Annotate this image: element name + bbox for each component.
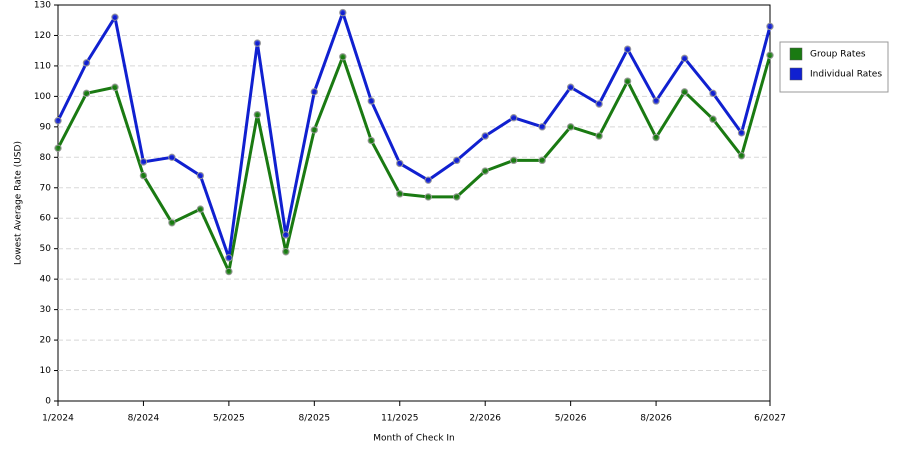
y-tick-label: 80 — [40, 153, 52, 163]
series-line — [56, 54, 772, 274]
series-line — [56, 11, 772, 260]
x-tick-label: 6/2027 — [754, 414, 786, 424]
x-tick-label: 5/2026 — [555, 414, 587, 424]
data-point — [339, 53, 347, 61]
data-point — [737, 129, 746, 137]
data-point — [538, 156, 546, 165]
data-point — [168, 219, 176, 227]
x-tick-label: 8/2025 — [298, 414, 330, 424]
data-point — [396, 190, 404, 198]
data-point — [766, 22, 774, 31]
y-tick-label: 120 — [34, 31, 51, 41]
data-point — [481, 167, 489, 175]
data-point — [538, 123, 546, 131]
data-point — [396, 159, 404, 168]
data-point — [253, 39, 262, 47]
data-point — [566, 83, 575, 91]
y-tick-label: 50 — [40, 244, 52, 254]
data-point — [282, 248, 290, 256]
y-tick-label: 70 — [40, 183, 52, 193]
y-tick-label: 40 — [40, 275, 52, 285]
data-point — [424, 176, 432, 184]
data-point — [54, 144, 62, 152]
data-point — [111, 13, 119, 21]
y-tick-label: 20 — [40, 336, 52, 346]
x-tick-label: 8/2026 — [640, 414, 672, 424]
x-tick-label: 5/2025 — [213, 414, 245, 424]
data-point — [54, 117, 62, 125]
data-point — [623, 77, 632, 85]
data-point — [282, 231, 290, 239]
y-tick-label: 10 — [40, 366, 52, 376]
data-point — [367, 136, 375, 145]
legend-label: Group Rates — [810, 50, 866, 60]
data-point — [253, 110, 262, 119]
data-point — [481, 132, 489, 140]
data-point — [196, 205, 205, 213]
data-point — [680, 88, 689, 96]
y-tick-label: 90 — [40, 122, 52, 132]
data-point — [737, 152, 746, 160]
legend-swatch — [789, 67, 803, 81]
data-point — [680, 54, 689, 63]
data-point — [595, 100, 603, 108]
data-point — [310, 88, 319, 96]
x-axis-title: Month of Check In — [373, 434, 455, 444]
y-tick-label: 60 — [40, 214, 52, 224]
y-tick-label: 110 — [34, 61, 51, 71]
y-tick-label: 30 — [40, 305, 52, 315]
data-point — [453, 156, 461, 165]
data-point — [225, 267, 233, 276]
data-point — [82, 89, 91, 98]
x-tick-label: 2/2026 — [469, 414, 501, 424]
data-point — [509, 114, 518, 122]
legend-label: Individual Rates — [810, 70, 882, 80]
y-axis-title: Lowest Average Rate (USD) — [14, 141, 24, 265]
data-point — [139, 158, 148, 166]
data-point — [709, 89, 717, 98]
x-tick-label: 1/2024 — [42, 414, 74, 424]
data-point — [111, 83, 119, 91]
data-point — [339, 8, 347, 17]
plot-area — [57, 4, 771, 402]
data-point — [652, 97, 660, 105]
data-point — [139, 171, 148, 180]
data-point — [82, 59, 91, 67]
x-tick-label: 8/2024 — [128, 414, 160, 424]
data-point — [310, 126, 319, 134]
data-point — [766, 51, 774, 59]
y-tick-label: 130 — [34, 1, 51, 11]
y-tick-label: 0 — [45, 397, 51, 407]
legend-swatch — [789, 47, 803, 61]
data-point — [652, 133, 660, 142]
data-point — [453, 193, 461, 201]
x-tick-label: 11/2025 — [381, 414, 418, 424]
data-point — [595, 132, 603, 140]
data-point — [709, 115, 717, 123]
data-point — [367, 97, 375, 105]
data-point — [168, 153, 176, 162]
data-point — [196, 171, 205, 180]
data-point — [566, 123, 575, 131]
data-point — [509, 156, 518, 165]
data-point — [225, 254, 233, 262]
data-point — [424, 193, 432, 201]
y-tick-label: 100 — [34, 92, 51, 102]
data-point — [623, 45, 632, 53]
